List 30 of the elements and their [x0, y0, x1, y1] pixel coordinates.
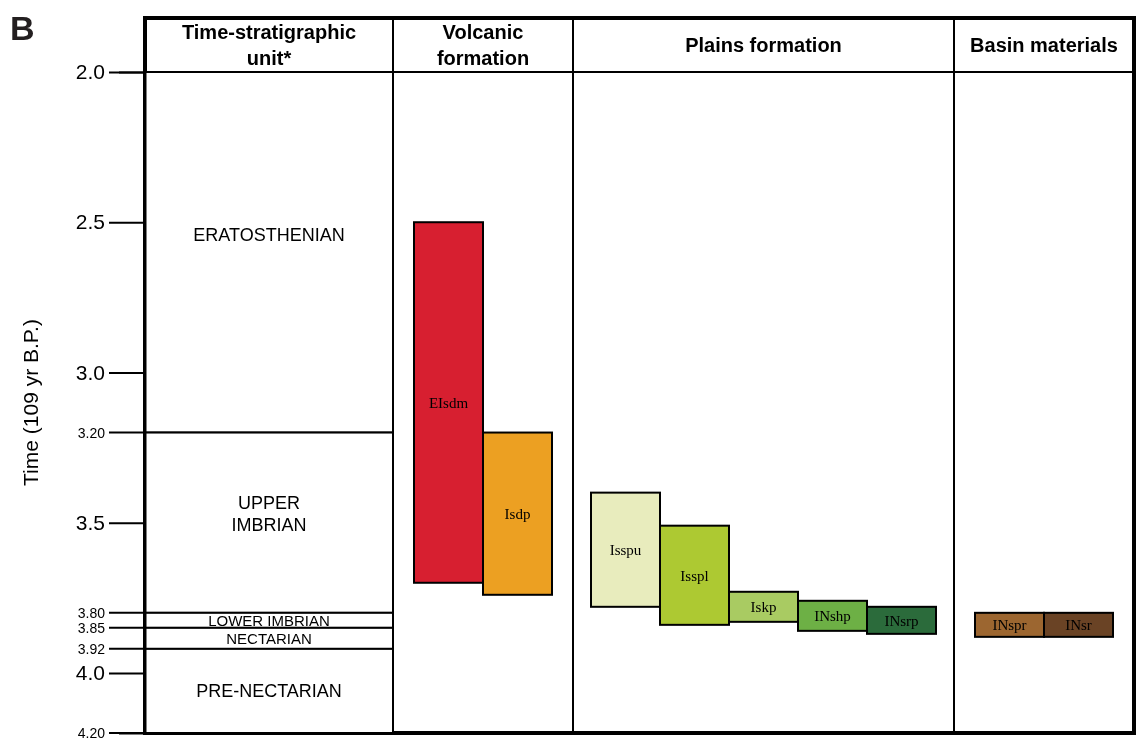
- x-tick-label: Volcanic formation: [436, 21, 530, 69]
- series-label: Isspl: [680, 567, 709, 584]
- series-label: Isdp: [504, 505, 531, 522]
- series-label: EIsdm: [428, 394, 469, 411]
- ref-line-label: 3.80: [77, 604, 106, 621]
- y-axis-title: Time (109 yr B.P.): [19, 319, 42, 486]
- ref-line-label: 3.20: [77, 424, 106, 441]
- series-label: Iskp: [750, 599, 777, 616]
- x-tick-label: Plains formation: [685, 34, 842, 56]
- series-label: INsr: [1065, 617, 1092, 634]
- x-tick-label: Basin materials: [970, 34, 1118, 56]
- series-label: INshp: [814, 608, 851, 625]
- series-label: PRE-NECTARIAN: [196, 681, 342, 702]
- y-tick-label: 4.0: [75, 661, 105, 685]
- series-label: Isspu: [609, 541, 642, 558]
- y-tick-label: 2.5: [75, 210, 105, 234]
- x-tick-label: Time-stratigraphic unit*: [181, 21, 357, 69]
- series-label: ERATOSTHENIAN: [193, 224, 345, 245]
- series-label: INspr: [992, 617, 1027, 634]
- ref-line-label: 3.85: [77, 619, 106, 636]
- series-label: LOWER IMBRIAN: [208, 611, 330, 629]
- chart-title: B: [10, 9, 35, 47]
- y-tick-label: 2.0: [75, 60, 105, 84]
- ref-line-label: 3.92: [77, 640, 106, 657]
- series-label: NECTARIAN: [226, 629, 312, 647]
- series-label: INsrp: [884, 612, 919, 629]
- y-tick-label: 3.5: [75, 510, 105, 534]
- y-tick-label: 3.0: [75, 360, 105, 384]
- ref-line-label: 4.20: [77, 725, 106, 738]
- series-label: UPPER IMBRIAN: [231, 493, 307, 535]
